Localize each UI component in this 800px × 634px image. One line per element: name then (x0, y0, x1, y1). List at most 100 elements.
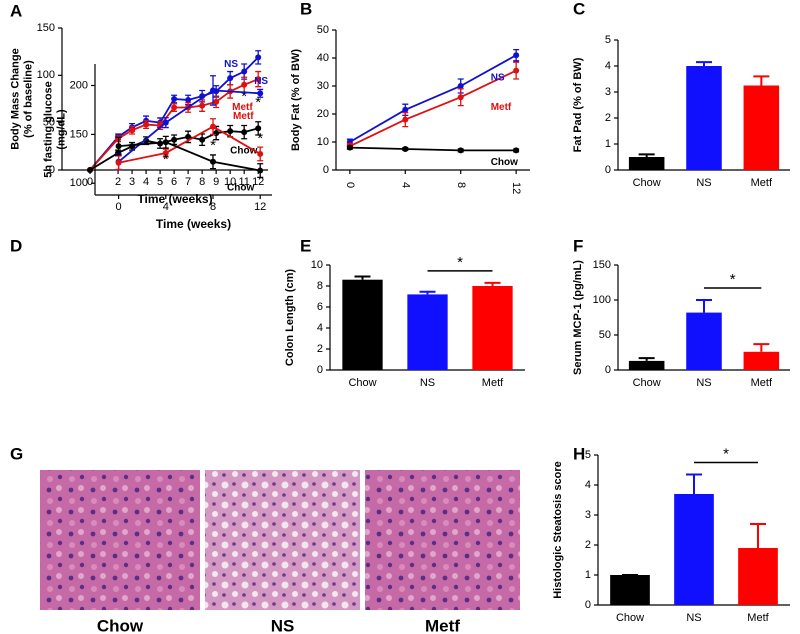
bar (407, 294, 448, 370)
y-tick-label: 3 (605, 86, 611, 98)
significance-mark: * (457, 254, 463, 271)
y-tick-label: 4 (605, 60, 611, 72)
x-tick-label: 4 (163, 201, 169, 213)
error-bar (686, 473, 702, 494)
x-tick-label: 12 (252, 176, 264, 188)
y-tick-label: 8 (317, 280, 323, 292)
x-tick-label: 3 (129, 176, 135, 188)
y-axis-label: (% of baseline) (22, 60, 34, 138)
x-tick-label: Chow (633, 377, 661, 389)
image-label: NS (271, 616, 295, 634)
y-tick-label: 0 (605, 164, 611, 176)
y-tick-label: 4 (585, 479, 591, 491)
y-tick-label: 5 (605, 34, 611, 46)
x-tick-label: 12 (510, 182, 522, 194)
bar (342, 279, 383, 370)
x-tick-label: 5 (157, 176, 163, 188)
x-tick-label: 8 (455, 182, 467, 188)
x-tick-label: Chow (633, 177, 661, 189)
data-point (257, 167, 264, 174)
x-tick-label: 8 (210, 201, 216, 213)
bar (686, 66, 722, 170)
data-point (513, 147, 520, 154)
series-label: NS (224, 59, 238, 70)
data-point (513, 52, 520, 59)
bar (628, 360, 665, 370)
y-axis-label: Body Fat (% of BW) (290, 49, 302, 151)
data-point (143, 121, 150, 128)
data-point (227, 75, 234, 82)
data-point (255, 125, 262, 132)
error-bar (753, 75, 770, 86)
histology-image (205, 470, 360, 610)
series-label: Chow (230, 146, 257, 157)
error-bar (753, 343, 770, 352)
data-point (457, 147, 464, 154)
data-point (171, 104, 178, 111)
x-tick-label: 12 (254, 201, 266, 213)
y-tick-label: 30 (317, 80, 329, 92)
data-point (171, 96, 178, 102)
panel-letter: G (10, 444, 23, 463)
y-tick-label: 50 (317, 24, 329, 36)
panel-letter: E (300, 236, 311, 255)
x-tick-label: 0 (116, 201, 122, 213)
y-tick-label: 0 (585, 599, 591, 611)
x-tick-label: NS (686, 612, 701, 624)
data-point (210, 87, 216, 94)
data-point (241, 129, 248, 136)
y-tick-label: 0 (323, 164, 329, 176)
data-point (199, 136, 206, 143)
y-axis-label: Serum MCP-1 (pg/mL) (572, 260, 584, 375)
data-point (171, 136, 178, 143)
data-point (199, 102, 206, 109)
data-point (162, 119, 169, 126)
y-tick-label: 1 (605, 138, 611, 150)
significance-mark: * (255, 94, 261, 111)
data-point (162, 149, 169, 156)
y-tick-label: 10 (317, 136, 329, 148)
y-tick-label: 2 (585, 539, 591, 551)
y-tick-label: 100 (37, 69, 55, 81)
bar (738, 548, 778, 605)
y-tick-label: 50 (599, 329, 611, 341)
y-axis-label: Fat Pad (% of BW) (572, 57, 584, 152)
x-axis-label: Time (weeks) (156, 217, 231, 231)
data-point (257, 90, 264, 97)
x-tick-label: Metf (751, 177, 773, 189)
y-tick-label: 20 (317, 108, 329, 120)
series-line (118, 125, 261, 164)
data-point (346, 144, 353, 151)
series-label: Chow (227, 182, 254, 193)
image-label: Chow (97, 616, 144, 634)
bar (628, 157, 665, 170)
x-tick-label: Chow (616, 612, 644, 624)
x-tick-label: 0 (344, 182, 356, 188)
series-line (349, 54, 517, 143)
data-point (457, 83, 464, 89)
data-point (87, 167, 94, 173)
x-tick-label: 6 (171, 176, 177, 188)
x-tick-label: Metf (747, 612, 769, 624)
panel-letter: C (573, 0, 585, 18)
data-point (227, 128, 234, 135)
y-axis-label: Histologic Steatosis score (552, 461, 564, 599)
y-tick-label: 4 (317, 322, 323, 334)
x-tick-label: 10 (224, 176, 236, 188)
panel-letter: H (573, 444, 585, 463)
panel-letter: F (573, 236, 583, 255)
data-point (213, 98, 220, 105)
data-point (115, 159, 122, 166)
data-point (241, 68, 248, 75)
bar (686, 312, 722, 370)
series-label: Metf (491, 102, 512, 113)
x-tick-label: 2 (115, 176, 121, 188)
bar (743, 351, 780, 370)
histology-image (365, 470, 520, 610)
data-point (402, 106, 409, 113)
data-point (457, 94, 464, 101)
error-bar (419, 290, 436, 295)
y-tick-label: 200 (70, 79, 88, 91)
data-point (185, 96, 192, 103)
x-tick-label: Metf (751, 377, 773, 389)
